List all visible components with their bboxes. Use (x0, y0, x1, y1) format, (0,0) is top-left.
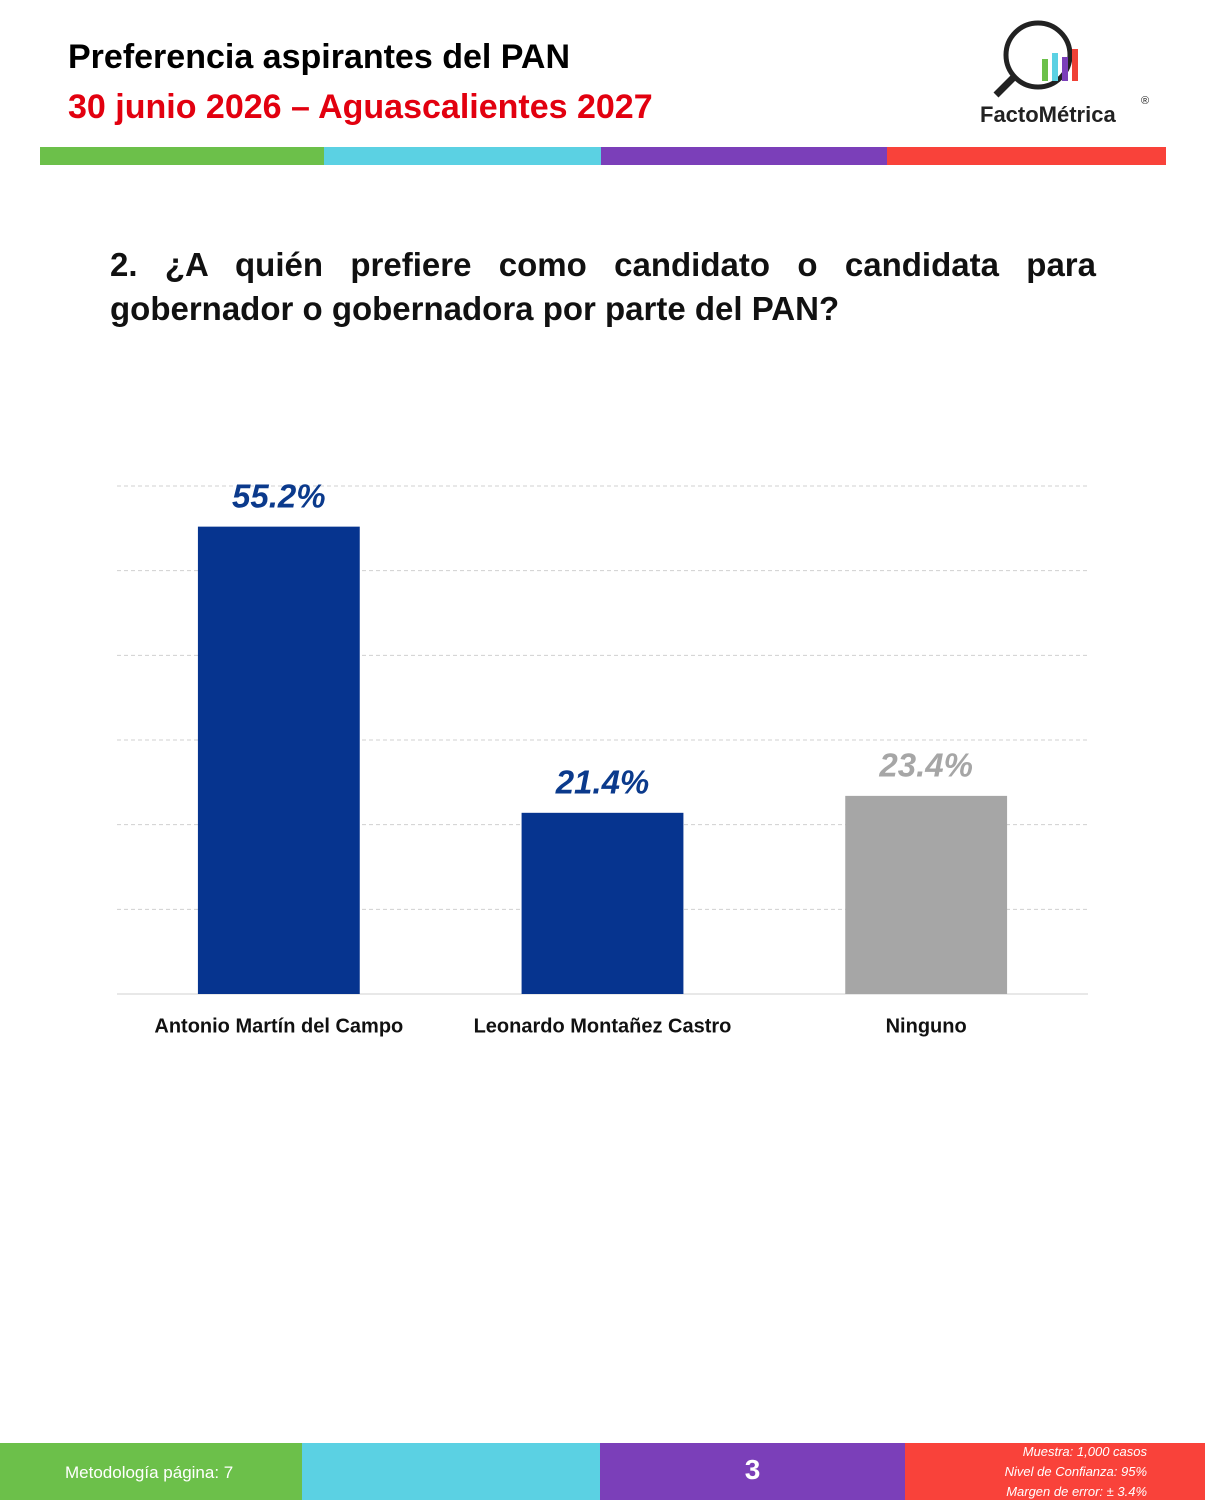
value-label: 23.4% (878, 747, 973, 784)
logo-bar (1052, 53, 1058, 81)
bar (521, 812, 684, 994)
value-label: 55.2% (232, 477, 326, 514)
x-tick-label: Ninguno (886, 1015, 967, 1037)
logo-handle (993, 74, 1017, 98)
logo: FactoMétrica ® (980, 20, 1149, 127)
chart: 55.2% Antonio Martín del Campo 21.4% Leonar… (117, 477, 1088, 1037)
logo-bar (1042, 59, 1048, 81)
value-label: 21.4% (555, 764, 650, 801)
logo-bar (1072, 49, 1078, 81)
sample-note: Muestra: 1,000 casos (1022, 1444, 1147, 1459)
bar (845, 795, 1008, 994)
logo-lens (1003, 20, 1073, 90)
subtitle: 30 junio 2026 – Aguascalientes 2027 (68, 88, 653, 126)
title: Preferencia aspirantes del PAN (68, 38, 571, 76)
footer-segment (600, 1443, 905, 1500)
confidence-note: Nivel de Confianza: 95% (1004, 1464, 1147, 1479)
stripe (601, 147, 887, 165)
error-note: Margen de error: ± 3.4% (1006, 1484, 1147, 1499)
footer-segment (302, 1443, 600, 1500)
stripe (324, 147, 601, 165)
stripe (887, 147, 1166, 165)
question: 2. ¿A quién prefiere como candidato o ca… (110, 246, 1096, 327)
logo-text: FactoMétrica (980, 102, 1116, 127)
stripe (40, 147, 324, 165)
footer-segment (905, 1443, 1205, 1500)
x-tick-label: Antonio Martín del Campo (154, 1015, 403, 1037)
bar (197, 526, 360, 994)
footer-segment (0, 1443, 302, 1500)
methodology: Metodología página: 7 (65, 1463, 234, 1482)
logo-bar (1062, 57, 1068, 81)
page-number: 3 (744, 1454, 761, 1485)
x-tick-label: Leonardo Montañez Castro (474, 1015, 732, 1037)
logo-mark: ® (1141, 95, 1149, 107)
